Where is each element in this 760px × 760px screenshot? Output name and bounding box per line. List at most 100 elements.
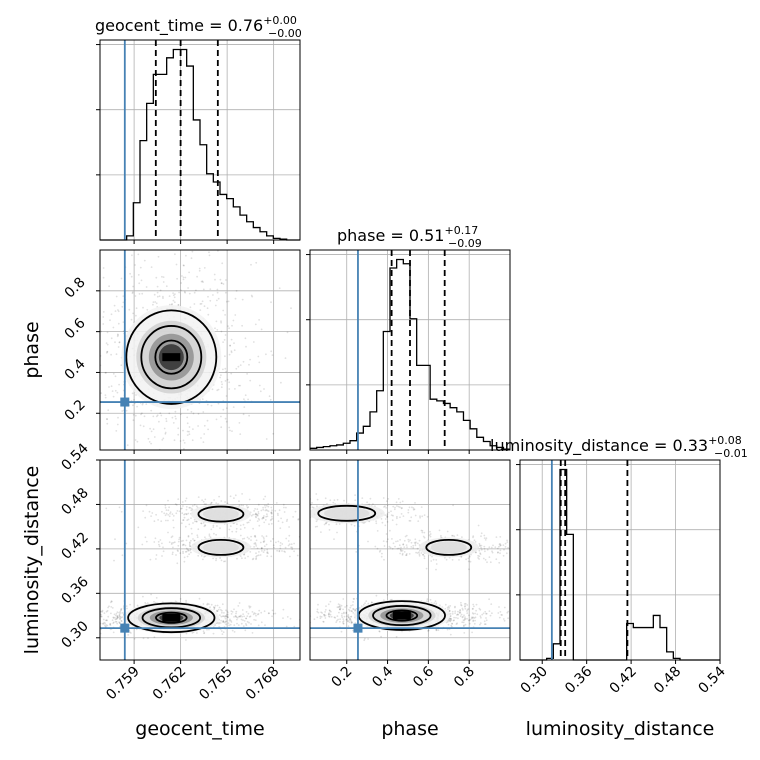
sample-point: [338, 523, 341, 525]
sample-point: [115, 618, 118, 620]
sample-point: [447, 605, 450, 608]
sample-point: [189, 542, 191, 545]
sample-point: [213, 608, 216, 611]
sample-point: [220, 386, 223, 389]
sample-point: [389, 529, 391, 532]
sample-point: [222, 341, 225, 343]
sample-point: [242, 413, 245, 416]
sample-point: [279, 544, 282, 547]
sample-point: [136, 604, 139, 607]
title-geocent-time-plus: +0.00: [263, 14, 297, 27]
sample-point: [222, 309, 225, 312]
sample-point: [448, 610, 451, 612]
sample-point: [114, 620, 117, 623]
sample-point: [167, 514, 170, 516]
sample-point: [317, 611, 320, 614]
sample-point: [168, 303, 171, 306]
sample-point: [110, 600, 113, 603]
sample-point: [203, 632, 205, 635]
sample-point: [224, 355, 226, 358]
sample-point: [109, 622, 112, 625]
sample-point: [182, 539, 185, 542]
sample-point: [354, 499, 357, 502]
sample-point: [484, 558, 487, 561]
sample-point: [383, 558, 385, 561]
sample-point: [229, 525, 232, 527]
sample-point: [251, 295, 254, 298]
sample-point: [457, 617, 459, 620]
sample-point: [484, 623, 487, 625]
sample-point: [105, 610, 108, 613]
sample-point: [503, 548, 505, 551]
sample-point: [260, 611, 263, 614]
sample-point: [385, 533, 388, 535]
sample-point: [418, 551, 420, 554]
sample-point: [352, 629, 354, 632]
sample-point: [485, 612, 487, 615]
sample-point: [118, 506, 121, 509]
sample-point: [386, 593, 389, 596]
sample-point: [200, 280, 203, 283]
sample-point: [488, 556, 491, 558]
sample-point: [153, 293, 156, 296]
sample-point: [131, 392, 134, 395]
sample-point: [223, 612, 225, 614]
sample-point: [107, 409, 110, 412]
sample-point: [210, 603, 213, 606]
sample-point: [144, 536, 147, 539]
sample-point: [155, 597, 158, 599]
sample-point: [426, 515, 429, 518]
sample-point: [187, 518, 190, 521]
sample-point: [244, 557, 247, 559]
sample-point: [451, 558, 454, 561]
density-contour: [127, 602, 216, 634]
sample-point: [270, 350, 273, 353]
sample-point: [397, 498, 400, 500]
sample-point: [150, 409, 153, 412]
sample-point: [407, 540, 410, 543]
sample-point: [162, 281, 165, 283]
x-axis-label-phase: phase: [381, 718, 438, 740]
sample-point: [454, 606, 456, 609]
sample-point: [207, 428, 210, 431]
sample-point: [467, 557, 470, 560]
sample-point: [408, 506, 411, 509]
sample-point: [212, 294, 214, 296]
sample-point: [160, 414, 163, 417]
sample-point: [220, 321, 223, 324]
sample-point: [504, 546, 507, 548]
sample-point: [448, 607, 451, 609]
sample-point: [152, 415, 155, 418]
sample-point: [219, 278, 222, 281]
sample-point: [471, 612, 474, 614]
sample-point: [380, 555, 383, 558]
sample-point: [279, 542, 282, 544]
sample-point: [400, 546, 402, 549]
sample-point: [206, 603, 209, 606]
sample-point: [149, 558, 152, 561]
sample-point: [324, 522, 327, 524]
sample-point: [485, 619, 488, 622]
sample-point: [172, 515, 175, 517]
sample-point: [129, 603, 132, 606]
sample-point: [246, 506, 249, 509]
sample-point: [131, 254, 133, 257]
sample-point: [221, 611, 223, 614]
title-luminosity-distance-median: 0.33: [672, 436, 708, 455]
sample-point: [157, 255, 160, 258]
sample-point: [337, 618, 339, 621]
sample-point: [190, 257, 193, 260]
sample-point: [170, 543, 173, 545]
sample-point: [139, 266, 142, 269]
sample-point: [250, 514, 253, 517]
sample-point: [118, 621, 120, 624]
sample-point: [102, 267, 105, 269]
sample-point: [120, 277, 123, 280]
sample-point: [215, 609, 218, 612]
sample-point: [173, 296, 176, 299]
sample-point: [270, 518, 273, 521]
sample-point: [131, 292, 134, 295]
sample-point: [184, 291, 187, 294]
sample-point: [323, 613, 325, 616]
sample-point: [184, 544, 187, 547]
